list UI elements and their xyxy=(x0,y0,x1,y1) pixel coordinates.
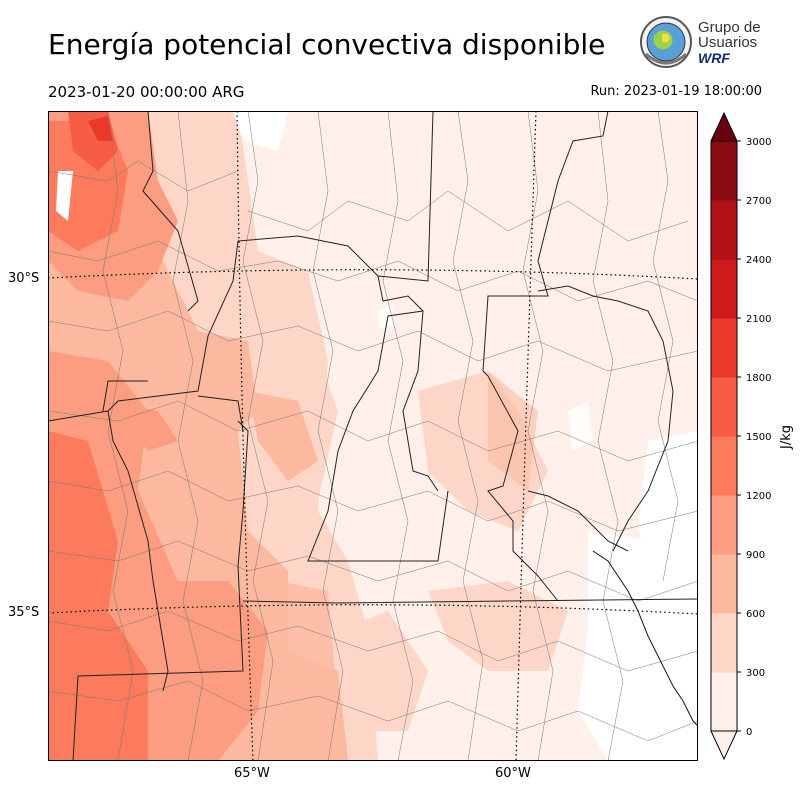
logo-line-1: Grupo de xyxy=(698,19,761,36)
colorbar-band xyxy=(711,200,737,260)
colorbar-tick-label: 2400 xyxy=(746,255,771,266)
colorbar-band xyxy=(711,318,737,378)
colorbar-tick-label: 1500 xyxy=(746,432,771,443)
globe-logo-icon xyxy=(640,16,692,68)
colorbar-band xyxy=(711,141,737,201)
run-time: Run: 2023-01-19 18:00:00 xyxy=(590,84,762,99)
map-frame xyxy=(48,111,698,761)
logo-line-2: Usuarios xyxy=(698,34,758,51)
coastline xyxy=(592,550,698,727)
colorbar-tick-label: 0 xyxy=(746,727,752,738)
province-borders xyxy=(48,111,698,761)
colorbar-tick-label: 1800 xyxy=(746,373,771,384)
colorbar-bands xyxy=(710,111,738,761)
colorbar-tick-label: 2100 xyxy=(746,314,771,325)
colorbar-band xyxy=(711,495,737,555)
lat-label-30s: 30°S xyxy=(8,271,40,286)
chart-title: Energía potencial convectiva disponible xyxy=(48,28,606,61)
cape-field xyxy=(48,111,698,761)
colorbar-tick-label: 300 xyxy=(746,668,765,679)
colorbar-band xyxy=(711,613,737,673)
colorbar-over-arrow xyxy=(710,111,738,142)
colorbar-ticks: 0 300 600 900 1200 1500 1800 2100 2400 2700 3000 xyxy=(737,137,771,738)
colorbar-tick-label: 600 xyxy=(746,609,765,620)
colorbar-tick-label: 900 xyxy=(746,550,765,561)
colorbar-tick-label: 2700 xyxy=(746,196,771,207)
colorbar-tick-label: 1200 xyxy=(746,491,771,502)
wrf-logo: Grupo de Usuarios WRF xyxy=(638,16,778,72)
logo-line-3: WRF xyxy=(698,50,730,66)
cape-map xyxy=(48,111,698,761)
colorbar-band xyxy=(711,259,737,319)
colorbar-tick-label: 3000 xyxy=(746,137,771,148)
colorbar: 0 300 600 900 1200 1500 1800 2100 2400 2700 3000 J… xyxy=(710,111,794,761)
colorbar-under-arrow xyxy=(710,730,738,761)
lat-label-35s: 35°S xyxy=(8,605,40,620)
colorbar-band xyxy=(711,672,737,732)
colorbar-band xyxy=(711,436,737,496)
valid-time: 2023-01-20 00:00:00 ARG xyxy=(48,83,245,101)
colorbar-band xyxy=(711,377,737,437)
graticule xyxy=(48,111,698,761)
colorbar-band xyxy=(711,554,737,614)
department-borders xyxy=(48,111,698,761)
colorbar-unit-label: J/kg xyxy=(779,425,794,450)
lon-label-60w: 60°W xyxy=(495,766,531,781)
lon-label-65w: 65°W xyxy=(234,766,270,781)
